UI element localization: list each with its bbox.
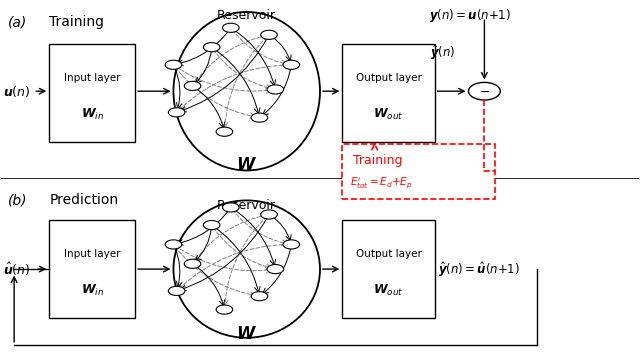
Circle shape [251,113,268,122]
Text: Input layer: Input layer [64,249,120,259]
Text: Reservoir: Reservoir [217,9,276,22]
Text: Training: Training [353,154,402,167]
Circle shape [260,210,277,219]
Circle shape [165,240,182,249]
FancyBboxPatch shape [49,220,135,318]
Circle shape [283,240,300,249]
Text: Input layer: Input layer [64,73,120,83]
FancyBboxPatch shape [342,44,435,142]
Circle shape [184,81,201,91]
Circle shape [216,305,233,314]
Text: $E^{\prime}_{tot}{=}E_d{+}E_p$: $E^{\prime}_{tot}{=}E_d{+}E_p$ [351,176,413,191]
Circle shape [168,286,185,295]
Circle shape [184,259,201,268]
Text: Output layer: Output layer [356,73,421,83]
Ellipse shape [173,200,320,338]
Circle shape [267,85,284,94]
Text: (b): (b) [8,193,28,207]
Text: $\boldsymbol{y}(n){=}\boldsymbol{u}(n{+}1)$: $\boldsymbol{y}(n){=}\boldsymbol{u}(n{+}… [429,7,511,24]
Circle shape [223,203,239,212]
Text: $\boldsymbol{W}$: $\boldsymbol{W}$ [236,325,257,343]
Text: $\hat{\boldsymbol{u}}(n)$: $\hat{\boldsymbol{u}}(n)$ [3,261,30,278]
Text: (a): (a) [8,16,27,29]
Text: $\boldsymbol{W}_{in}$: $\boldsymbol{W}_{in}$ [81,107,104,122]
Text: $\boldsymbol{u}(n)$: $\boldsymbol{u}(n)$ [3,84,30,99]
Text: Reservoir: Reservoir [217,199,276,212]
Ellipse shape [173,12,320,170]
Circle shape [267,264,284,274]
Text: $\boldsymbol{W}$: $\boldsymbol{W}$ [236,156,257,174]
Text: $\hat{\boldsymbol{y}}(n)$: $\hat{\boldsymbol{y}}(n)$ [430,43,456,62]
Circle shape [468,82,500,100]
Circle shape [204,220,220,230]
Circle shape [165,60,182,69]
Circle shape [168,108,185,117]
Text: Training: Training [49,16,104,29]
Text: $\boldsymbol{W}_{out}$: $\boldsymbol{W}_{out}$ [373,107,404,122]
Text: $\boldsymbol{W}_{in}$: $\boldsymbol{W}_{in}$ [81,283,104,298]
Circle shape [260,30,277,39]
Circle shape [204,43,220,52]
FancyBboxPatch shape [342,144,495,199]
FancyBboxPatch shape [342,220,435,318]
Text: $\boldsymbol{W}_{out}$: $\boldsymbol{W}_{out}$ [373,283,404,298]
Circle shape [223,23,239,32]
FancyBboxPatch shape [49,44,135,142]
Circle shape [251,291,268,301]
Circle shape [283,60,300,69]
Text: Output layer: Output layer [356,249,421,259]
Text: $-$: $-$ [479,85,490,98]
Circle shape [216,127,233,136]
Text: $\hat{\boldsymbol{y}}(n){=}\hat{\boldsymbol{u}}(n{+}1)$: $\hat{\boldsymbol{y}}(n){=}\hat{\boldsym… [438,260,520,279]
Text: Prediction: Prediction [49,193,118,207]
